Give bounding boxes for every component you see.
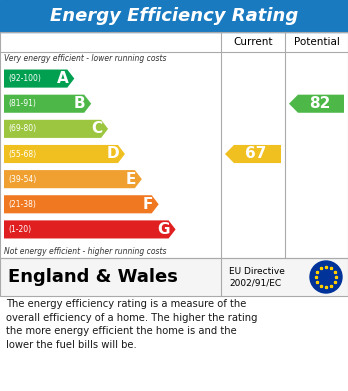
Polygon shape: [4, 120, 108, 138]
Polygon shape: [289, 95, 344, 113]
Text: EU Directive: EU Directive: [229, 267, 285, 276]
Polygon shape: [4, 70, 74, 88]
Text: (39-54): (39-54): [8, 175, 36, 184]
Polygon shape: [225, 145, 281, 163]
Bar: [0, 0, 348, 32]
Circle shape: [310, 261, 342, 293]
Text: Very energy efficient - lower running costs: Very energy efficient - lower running co…: [4, 54, 166, 63]
Polygon shape: [4, 221, 176, 239]
Text: (55-68): (55-68): [8, 149, 36, 158]
Text: C: C: [91, 121, 102, 136]
Text: Potential: Potential: [294, 37, 339, 47]
Text: D: D: [106, 147, 119, 161]
Bar: [0, 32, 348, 258]
Text: (92-100): (92-100): [8, 74, 41, 83]
Text: England & Wales: England & Wales: [8, 268, 178, 286]
Text: 2002/91/EC: 2002/91/EC: [229, 278, 281, 287]
Polygon shape: [4, 95, 91, 113]
Text: (69-80): (69-80): [8, 124, 36, 133]
Text: E: E: [125, 172, 136, 187]
Text: F: F: [142, 197, 153, 212]
Text: 67: 67: [245, 147, 267, 161]
Text: Not energy efficient - higher running costs: Not energy efficient - higher running co…: [4, 247, 166, 256]
Text: A: A: [56, 71, 68, 86]
Polygon shape: [4, 170, 142, 188]
Text: (81-91): (81-91): [8, 99, 36, 108]
Text: B: B: [73, 96, 85, 111]
Text: (1-20): (1-20): [8, 225, 31, 234]
Text: G: G: [157, 222, 169, 237]
Text: Current: Current: [233, 37, 273, 47]
Polygon shape: [4, 145, 125, 163]
Text: Energy Efficiency Rating: Energy Efficiency Rating: [50, 7, 298, 25]
Text: (21-38): (21-38): [8, 200, 36, 209]
Polygon shape: [4, 195, 159, 213]
Text: 82: 82: [309, 96, 330, 111]
Text: The energy efficiency rating is a measure of the
overall efficiency of a home. T: The energy efficiency rating is a measur…: [6, 299, 258, 350]
Bar: [0, 258, 348, 296]
